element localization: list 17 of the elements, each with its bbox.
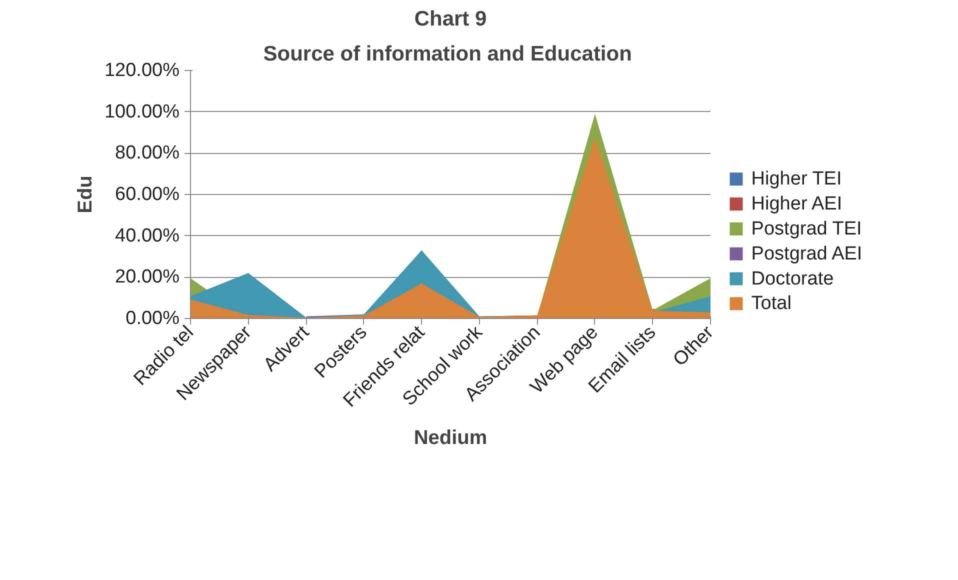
- chart-subtitle: Source of information and Education: [263, 42, 632, 66]
- y-tick-label: 80.00%: [115, 142, 180, 164]
- y-tick-label: 20.00%: [115, 266, 180, 288]
- legend-label: Higher AEI: [751, 194, 842, 214]
- y-tick-label: 100.00%: [104, 101, 180, 122]
- legend-label: Total: [751, 293, 792, 314]
- y-tick-label: 0.00%: [126, 308, 180, 329]
- legend-label: Postgrad AEI: [751, 243, 862, 264]
- legend-label: Higher TEI: [751, 168, 842, 190]
- chart-title: Chart 9: [414, 8, 487, 30]
- y-tick-label: 120.00%: [104, 60, 180, 81]
- legend-label: Postgrad TEI: [751, 218, 862, 240]
- x-axis-title: Nedium: [414, 427, 488, 450]
- legend-label: Doctorate: [751, 268, 834, 290]
- y-axis-title: Edu: [74, 176, 96, 214]
- y-tick-label: 40.00%: [115, 225, 180, 246]
- y-tick-label: 60.00%: [115, 184, 180, 205]
